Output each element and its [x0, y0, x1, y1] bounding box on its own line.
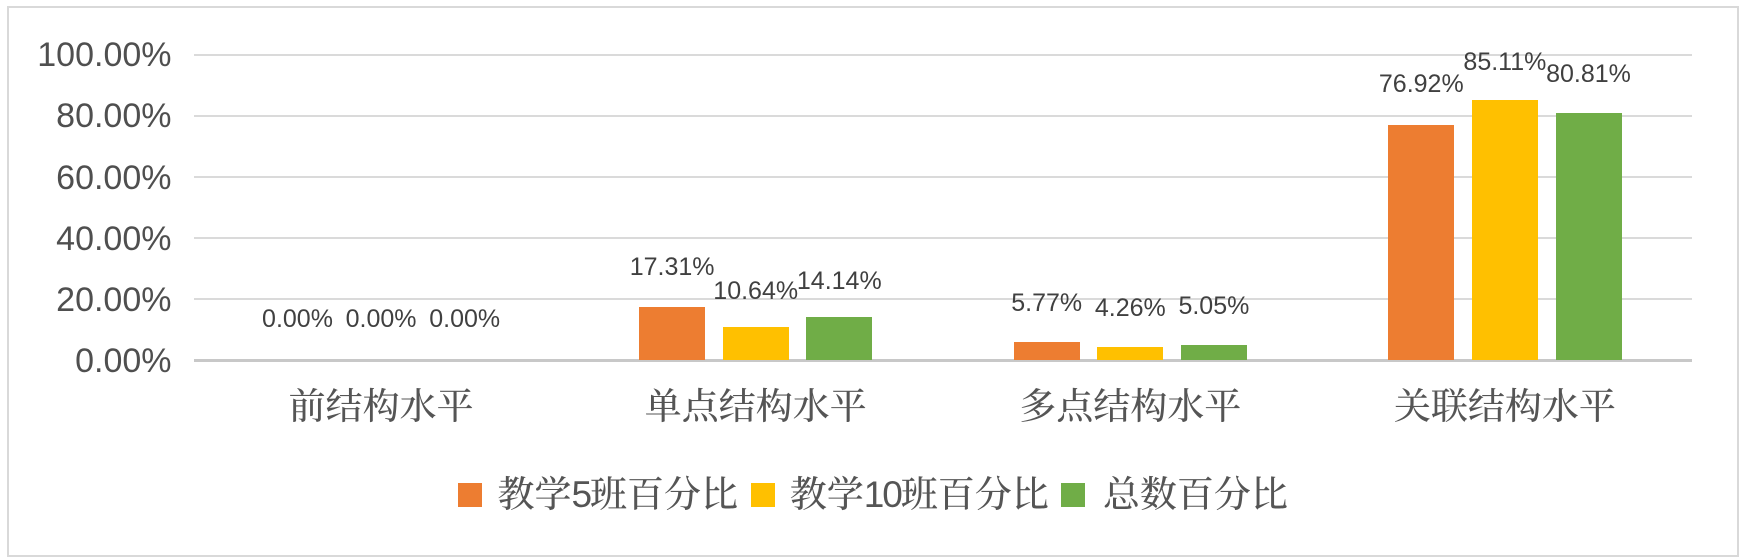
svg-text:1: 1	[864, 474, 885, 515]
svg-text:5: 5	[572, 474, 593, 515]
svg-text:0: 0	[882, 474, 903, 515]
